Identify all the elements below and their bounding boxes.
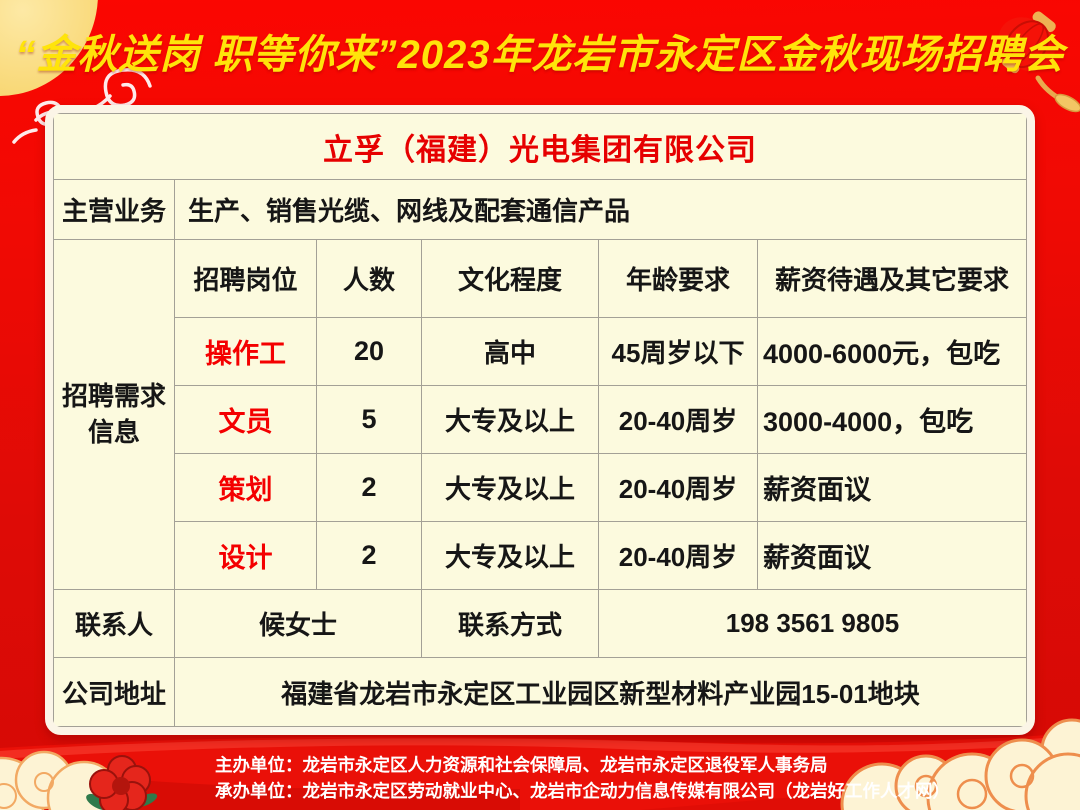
job-headcount: 2 bbox=[316, 453, 422, 522]
job-salary: 3000-4000，包吃 bbox=[757, 385, 1027, 454]
address-value: 福建省龙岩市永定区工业园区新型材料产业园15-01地块 bbox=[174, 657, 1027, 727]
company-row: 立孚（福建）光电集团有限公司 bbox=[53, 113, 1027, 180]
job-education: 大专及以上 bbox=[421, 521, 599, 590]
business-value: 生产、销售光缆、网线及配套通信产品 bbox=[174, 179, 1027, 240]
organizer-line: 主办单位：龙岩市永定区人力资源和社会保障局、龙岩市永定区退役军人事务局 bbox=[215, 755, 828, 775]
job-position: 文员 bbox=[174, 385, 317, 454]
contact-label: 联系人 bbox=[53, 589, 175, 658]
company-name: 立孚（福建）光电集团有限公司 bbox=[53, 113, 1027, 180]
job-position: 策划 bbox=[174, 453, 317, 522]
contact-row: 联系人 候女士 联系方式 198 3561 9805 bbox=[53, 589, 1027, 658]
footer-organizers: 主办单位：龙岩市永定区人力资源和社会保障局、龙岩市永定区退役军人事务局 承办单位… bbox=[215, 752, 950, 804]
company-info-table: 立孚（福建）光电集团有限公司 主营业务 生产、销售光缆、网线及配套通信产品 招聘… bbox=[53, 113, 1027, 727]
address-label: 公司地址 bbox=[53, 657, 175, 727]
job-position: 操作工 bbox=[174, 317, 317, 386]
cloud-flower-decoration-left bbox=[0, 750, 158, 810]
job-row: 文员 5 大专及以上 20-40周岁 3000-4000，包吃 bbox=[54, 385, 1027, 454]
recruitment-header-row: 招聘需求信息 招聘岗位 人数 文化程度 年龄要求 薪资待遇及其它要求 bbox=[53, 239, 1027, 590]
lantern-icon bbox=[998, 11, 1080, 113]
col-header-salary: 薪资待遇及其它要求 bbox=[757, 239, 1027, 318]
job-salary: 薪资面议 bbox=[757, 453, 1027, 522]
job-position: 设计 bbox=[174, 521, 317, 590]
col-header-position: 招聘岗位 bbox=[174, 239, 317, 318]
cloud-decoration-right bbox=[840, 718, 1080, 810]
business-label: 主营业务 bbox=[53, 179, 175, 240]
job-age: 20-40周岁 bbox=[598, 453, 758, 522]
contact-method-label: 联系方式 bbox=[421, 589, 599, 658]
job-age: 20-40周岁 bbox=[598, 521, 758, 590]
job-age: 45周岁以下 bbox=[598, 317, 758, 386]
job-headcount: 5 bbox=[316, 385, 422, 454]
job-headcount: 20 bbox=[316, 317, 422, 386]
business-row: 主营业务 生产、销售光缆、网线及配套通信产品 bbox=[53, 179, 1027, 240]
job-age: 20-40周岁 bbox=[598, 385, 758, 454]
job-education: 大专及以上 bbox=[421, 385, 599, 454]
job-salary: 薪资面议 bbox=[757, 521, 1027, 590]
company-info-board: 立孚（福建）光电集团有限公司 主营业务 生产、销售光缆、网线及配套通信产品 招聘… bbox=[45, 105, 1035, 735]
job-salary: 4000-6000元，包吃 bbox=[757, 317, 1027, 386]
contact-phone: 198 3561 9805 bbox=[598, 589, 1027, 658]
peony-flower-icon bbox=[86, 755, 158, 810]
job-education: 大专及以上 bbox=[421, 453, 599, 522]
poster-title: “金秋送岗 职等你来”2023年龙岩市永定区金秋现场招聘会 bbox=[15, 33, 1065, 77]
job-education: 高中 bbox=[421, 317, 599, 386]
recruitment-section-label: 招聘需求信息 bbox=[53, 239, 175, 590]
contact-name: 候女士 bbox=[174, 589, 422, 658]
job-row: 策划 2 大专及以上 20-40周岁 薪资面议 bbox=[54, 453, 1027, 522]
col-header-headcount: 人数 bbox=[316, 239, 422, 318]
address-row: 公司地址 福建省龙岩市永定区工业园区新型材料产业园15-01地块 bbox=[53, 657, 1027, 727]
job-row: 设计 2 大专及以上 20-40周岁 薪资面议 bbox=[54, 521, 1027, 590]
undertaker-line: 承办单位：龙岩市永定区劳动就业中心、龙岩市企动力信息传媒有限公司（龙岩好工作人才… bbox=[215, 781, 950, 801]
col-header-age: 年龄要求 bbox=[598, 239, 758, 318]
job-row: 操作工 20 高中 45周岁以下 4000-6000元，包吃 bbox=[54, 317, 1027, 386]
job-headcount: 2 bbox=[316, 521, 422, 590]
col-header-education: 文化程度 bbox=[421, 239, 599, 318]
